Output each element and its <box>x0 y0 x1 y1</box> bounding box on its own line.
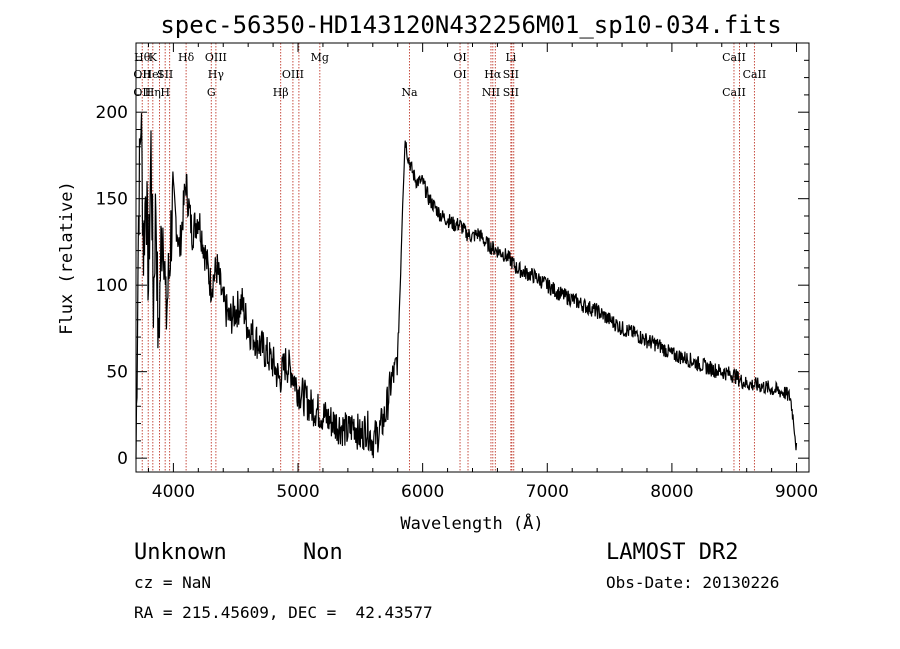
line-markers <box>141 43 755 472</box>
line-label: NII <box>482 86 500 99</box>
x-axis-label: Wavelength (Å) <box>400 512 543 534</box>
line-label: CaII <box>722 86 746 99</box>
line-label: Hα <box>484 68 502 81</box>
line-label: OII <box>133 86 151 99</box>
y-tick-label: 150 <box>96 190 128 210</box>
survey-name: LAMOST DR2 <box>606 540 738 565</box>
x-tick-label: 6000 <box>401 482 444 502</box>
y-tick-label: 0 <box>117 449 128 469</box>
line-labels: HθOIIOIIKHeIHηSIIHHδGOIIIHγHβOIIIMgNaOIO… <box>133 51 766 99</box>
plot-frame <box>135 42 810 473</box>
x-tick-label: 9000 <box>775 482 818 502</box>
line-label: SII <box>157 68 173 81</box>
line-label: OI <box>453 51 466 64</box>
line-label: OI <box>453 68 466 81</box>
line-label: H <box>160 86 170 99</box>
x-tick-label: 7000 <box>526 482 569 502</box>
line-label: SII <box>503 68 519 81</box>
line-label: Hδ <box>178 51 195 64</box>
cz-value: cz = NaN <box>134 573 211 592</box>
y-axis-label: Flux (relative) <box>57 181 77 335</box>
y-tick-label: 100 <box>96 276 128 296</box>
line-label: Hη <box>145 86 161 99</box>
line-label: Mg <box>311 51 329 64</box>
line-label: Na <box>401 86 418 99</box>
y-tick-label: 200 <box>96 103 128 123</box>
x-tick-label: 8000 <box>650 482 693 502</box>
chart-title: spec-56350-HD143120N432256M01_sp10-034.f… <box>160 11 781 39</box>
object-class: Unknown <box>134 540 227 565</box>
line-label: Li <box>505 51 516 64</box>
x-tick-label: 4000 <box>152 482 195 502</box>
line-label: OIII <box>205 51 227 64</box>
x-tick-label: 5000 <box>276 482 319 502</box>
object-subclass: Non <box>303 540 343 565</box>
line-label: CaII <box>722 51 746 64</box>
x-ticks: 4000 5000 6000 7000 8000 9000 <box>147 43 818 502</box>
line-label: HeI <box>143 68 163 81</box>
line-label: G <box>207 86 216 99</box>
line-label: Hγ <box>208 68 225 81</box>
line-label: SII <box>503 86 519 99</box>
line-label: K <box>149 51 158 64</box>
y-ticks: 0 50 100 150 200 <box>96 59 809 469</box>
spectrum-series-line <box>135 113 798 460</box>
line-label: CaII <box>743 68 767 81</box>
line-label: Hβ <box>273 86 289 99</box>
coordinates: RA = 215.45609, DEC = 42.43577 <box>134 603 433 622</box>
y-tick-label: 50 <box>106 363 128 383</box>
line-label: OIII <box>282 68 304 81</box>
obs-date: Obs-Date: 20130226 <box>606 573 779 592</box>
